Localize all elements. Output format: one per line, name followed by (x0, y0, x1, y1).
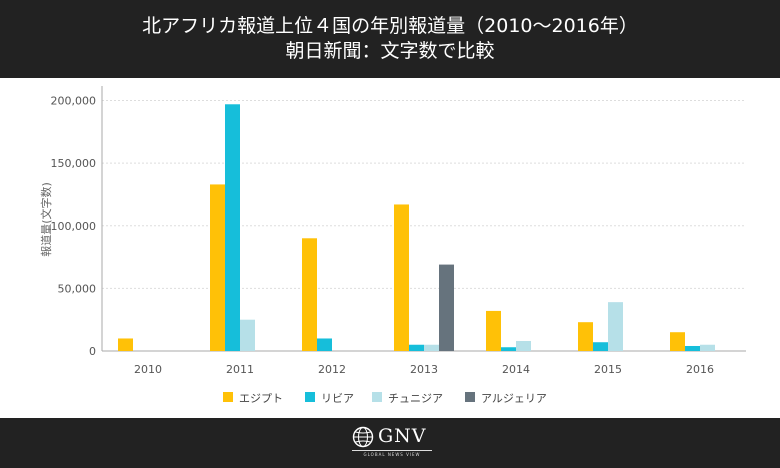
y-tick-label: 100,000 (51, 220, 97, 233)
bar (700, 344, 715, 351)
y-tick-label: 200,000 (51, 95, 97, 108)
legend-swatch (223, 392, 233, 402)
bar (210, 184, 225, 351)
y-tick-label: 0 (89, 345, 96, 358)
legend-label: リビア (321, 392, 354, 405)
bar (317, 338, 332, 351)
bar (394, 204, 409, 351)
bar (302, 238, 317, 351)
y-tick-label: 50,000 (58, 282, 97, 295)
bar (439, 264, 454, 351)
x-tick-label: 2013 (410, 363, 438, 376)
x-tick-label: 2016 (686, 363, 714, 376)
bar (670, 332, 685, 351)
bar (486, 310, 501, 351)
x-tick-label: 2014 (502, 363, 530, 376)
y-tick-label: 150,000 (51, 157, 97, 170)
legend-label: チュニジア (388, 392, 443, 405)
legend-swatch (372, 392, 382, 402)
logo-divider (352, 450, 432, 451)
bar (608, 302, 623, 351)
bar-chart: 0 50,000 100,000 150,000 200,000 報道量(文字数) 2010… (39, 86, 746, 405)
x-tick-label: 2010 (134, 363, 162, 376)
footer-bar (0, 418, 780, 468)
x-tick-label: 2012 (318, 363, 346, 376)
bar (424, 344, 439, 351)
y-axis-title: 報道量(文字数) (39, 182, 53, 257)
chart-title: 北アフリカ報道上位４国の年別報道量（2010〜2016年） (142, 15, 638, 37)
bar (516, 340, 531, 351)
bar (118, 338, 133, 351)
bar (409, 344, 424, 351)
x-tick-label: 2015 (594, 363, 622, 376)
chart-header: 北アフリカ報道上位４国の年別報道量（2010〜2016年） 朝日新聞：文字数で比… (0, 0, 780, 78)
logo-subtext: GLOBAL NEWS VIEW (363, 452, 421, 457)
bar (501, 347, 516, 351)
legend-label: エジプト (239, 392, 283, 405)
x-tick-label: 2011 (226, 363, 254, 376)
globe-icon (352, 426, 374, 448)
bar (685, 345, 700, 351)
legend-label: アルジェリア (481, 392, 547, 405)
bar (240, 319, 255, 351)
legend-swatch (465, 392, 475, 402)
bar (225, 104, 240, 352)
chart-subtitle: 朝日新聞：文字数で比較 (285, 40, 495, 62)
logo-text: GNV (378, 425, 427, 447)
bar (593, 342, 608, 351)
legend-swatch (305, 392, 315, 402)
gnv-logo: GNV GLOBAL NEWS VIEW (352, 424, 432, 460)
bar (578, 322, 593, 351)
